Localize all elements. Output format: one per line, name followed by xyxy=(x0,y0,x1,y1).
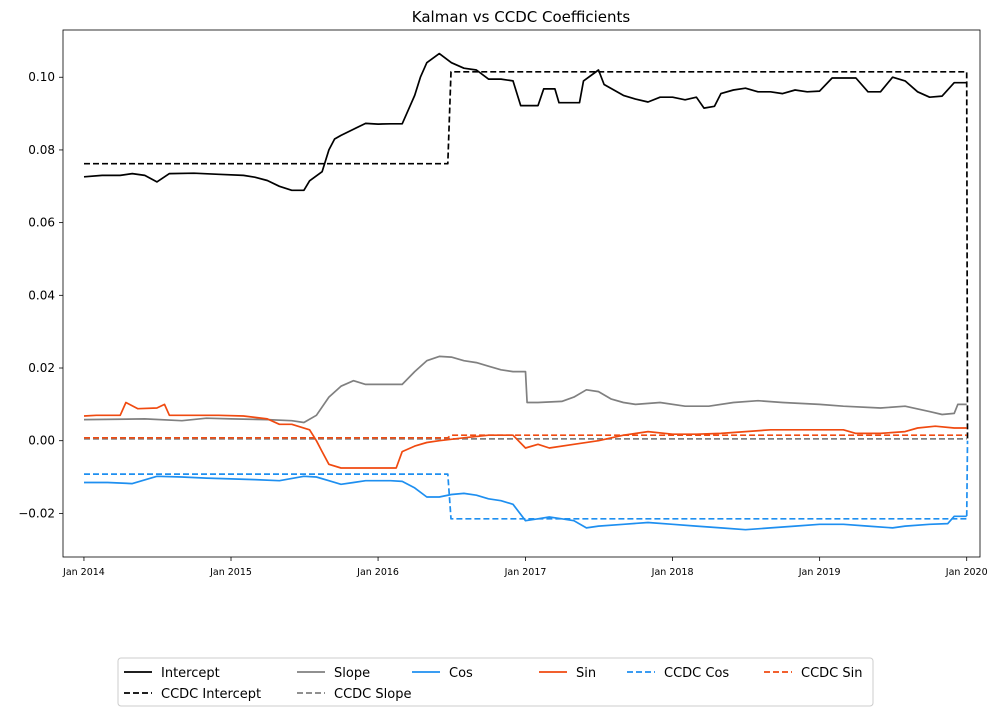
x-tick-label: Jan 2016 xyxy=(356,567,399,578)
series-line-ccdc-intercept xyxy=(84,70,969,441)
series-line-slope xyxy=(83,355,967,424)
legend-label-ccdc-cos: CCDC Cos xyxy=(664,666,729,681)
x-tick-label: Jan 2020 xyxy=(945,567,988,578)
legend-label-cos: Cos xyxy=(449,666,473,681)
series-line-intercept xyxy=(83,52,967,192)
legend-frame xyxy=(117,657,874,707)
chart-title: Kalman vs CCDC Coefficients xyxy=(412,8,631,26)
legend-label-intercept: Intercept xyxy=(161,666,220,681)
y-tick-label: 0.10 xyxy=(28,70,55,84)
plot-area-frame xyxy=(62,29,981,558)
legend-label-ccdc-sin: CCDC Sin xyxy=(801,666,862,681)
x-tick-label: Jan 2017 xyxy=(504,567,547,578)
legend-label-slope: Slope xyxy=(334,666,370,681)
y-tick-label: 0.08 xyxy=(28,143,55,157)
y-tick-label: 0.00 xyxy=(28,434,55,448)
x-tick-label: Jan 2019 xyxy=(798,567,841,578)
x-axis: Jan 2014 Jan 2015 Jan 2016 Jan 2017 Jan 2018… xyxy=(62,557,988,578)
y-tick-label: 0.06 xyxy=(28,216,55,230)
y-axis: −0.02 0.00 0.02 0.04 0.06 0.08 0.10 xyxy=(18,70,63,520)
x-tick-label: Jan 2014 xyxy=(62,567,105,578)
y-tick-label: −0.02 xyxy=(18,506,55,520)
series-layer xyxy=(83,52,969,531)
legend-label-ccdc-intercept: CCDC Intercept xyxy=(161,687,261,702)
y-tick-label: 0.02 xyxy=(28,361,55,375)
x-tick-label: Jan 2015 xyxy=(209,567,252,578)
series-line-ccdc-sin xyxy=(84,434,967,439)
series-line-sin xyxy=(83,401,967,469)
y-tick-label: 0.04 xyxy=(28,288,55,302)
x-tick-label: Jan 2018 xyxy=(651,567,694,578)
legend-label-sin: Sin xyxy=(576,666,596,681)
series-line-ccdc-cos xyxy=(84,440,969,520)
legend-label-ccdc-slope: CCDC Slope xyxy=(334,687,411,702)
legend: Intercept CCDC Intercept Slope CCDC Slope Co… xyxy=(117,657,874,707)
series-line-cos xyxy=(84,475,967,531)
